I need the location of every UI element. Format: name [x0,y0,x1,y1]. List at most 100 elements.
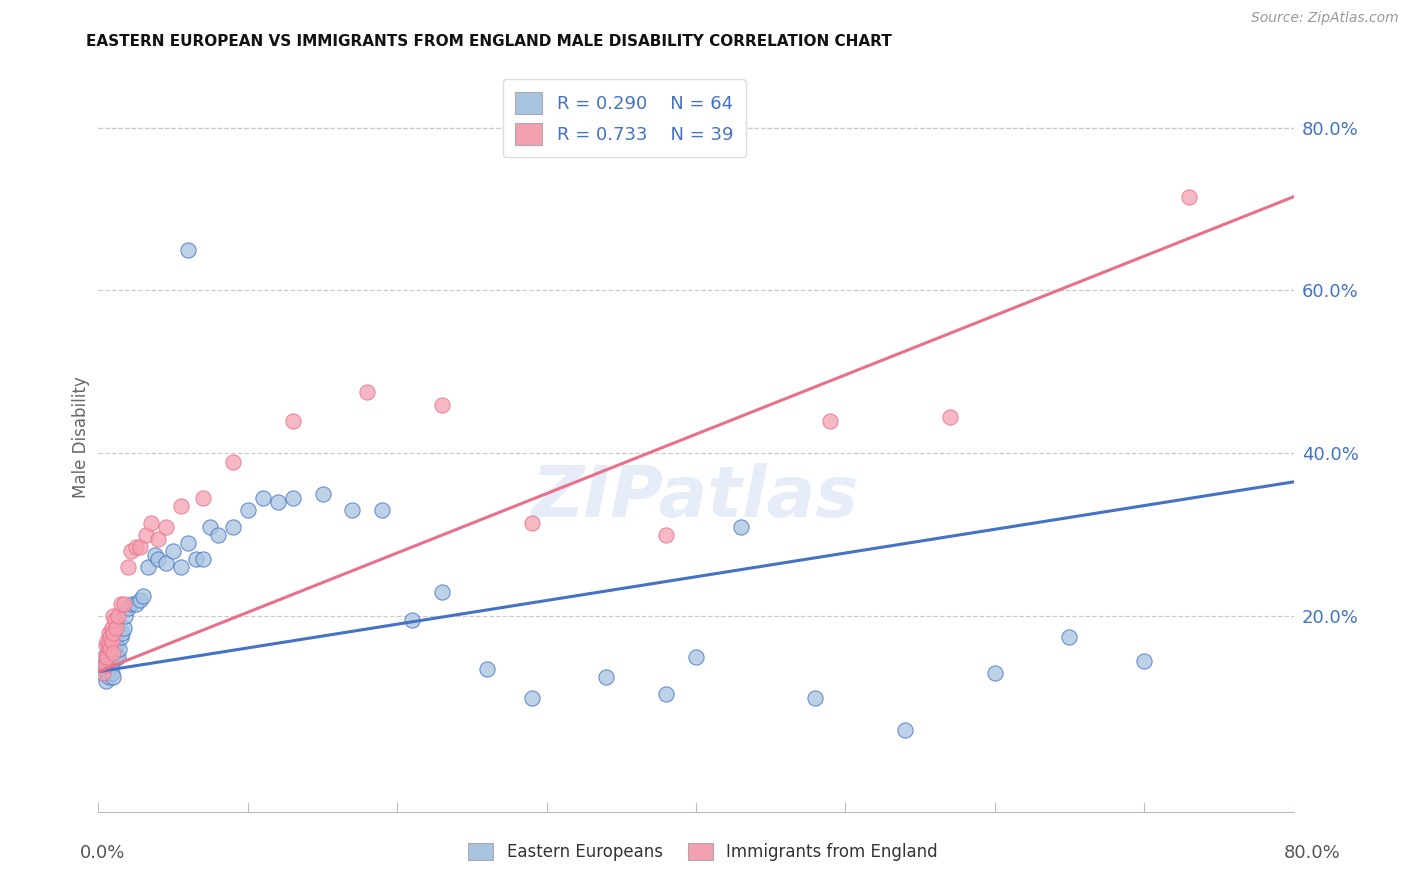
Point [177,243,200,257]
Point [148,552,170,566]
Point [96,650,118,665]
Point [101,666,124,681]
Point [430,397,453,411]
Legend: R = 0.290    N = 64, R = 0.733    N = 39: R = 0.290 N = 64, R = 0.733 N = 39 [502,79,747,157]
Point [655,528,678,542]
Text: EASTERN EUROPEAN VS IMMIGRANTS FROM ENGLAND MALE DISABILITY CORRELATION CHART: EASTERN EUROPEAN VS IMMIGRANTS FROM ENGL… [87,34,893,49]
Point [98,630,122,644]
Text: ZIPatlas: ZIPatlas [533,463,859,532]
Point [894,723,917,738]
Point [342,503,364,517]
Point [103,654,125,668]
Point [94,674,117,689]
Text: 0.0%: 0.0% [80,844,125,862]
Point [96,633,118,648]
Point [136,560,159,574]
Point [103,609,125,624]
Point [371,503,394,517]
Point [97,625,120,640]
Point [595,670,617,684]
Point [267,495,290,509]
Point [207,528,229,542]
Point [191,552,214,566]
Point [108,641,131,656]
Point [155,519,177,533]
Point [281,491,304,505]
Point [132,589,155,603]
Point [191,491,214,505]
Text: 80.0%: 80.0% [1284,844,1340,862]
Point [520,690,543,705]
Point [655,687,678,701]
Point [114,609,136,624]
Point [112,597,135,611]
Point [104,613,127,627]
Point [129,540,152,554]
Point [98,646,122,660]
Point [93,650,115,665]
Point [110,597,132,611]
Point [107,609,129,624]
Legend: Eastern Europeans, Immigrants from England: Eastern Europeans, Immigrants from Engla… [461,836,945,868]
Point [97,638,120,652]
Text: Source: ZipAtlas.com: Source: ZipAtlas.com [1251,12,1399,25]
Point [155,557,177,571]
Point [112,622,135,636]
Point [111,625,134,640]
Point [107,650,129,665]
Y-axis label: Male Disability: Male Disability [72,376,90,498]
Point [117,601,139,615]
Point [730,519,752,533]
Point [430,584,453,599]
Point [252,491,274,505]
Point [94,638,117,652]
Point [125,540,148,554]
Point [103,638,125,652]
Point [101,622,124,636]
Point [96,646,118,660]
Point [91,666,114,681]
Point [984,666,1007,681]
Point [1059,630,1081,644]
Point [120,544,142,558]
Point [91,666,114,681]
Point [98,654,122,668]
Point [94,650,117,665]
Point [1133,654,1156,668]
Point [236,503,259,517]
Point [162,544,184,558]
Point [1178,190,1201,204]
Point [685,650,707,665]
Point [281,414,304,428]
Point [143,548,166,562]
Point [129,593,152,607]
Point [135,528,157,542]
Point [804,690,827,705]
Point [97,658,120,673]
Point [520,516,543,530]
Point [103,670,125,684]
Point [105,638,128,652]
Point [169,560,191,574]
Point [184,552,207,566]
Point [139,516,162,530]
Point [110,630,132,644]
Point [96,666,118,681]
Point [94,658,117,673]
Point [103,625,125,640]
Point [117,560,139,574]
Point [222,454,245,468]
Point [104,646,127,660]
Point [97,641,120,656]
Point [105,622,128,636]
Point [820,414,842,428]
Point [200,519,222,533]
Point [98,641,122,656]
Point [104,633,127,648]
Point [475,662,498,676]
Point [93,658,115,673]
Point [120,597,142,611]
Point [401,613,423,627]
Point [148,532,170,546]
Point [125,597,148,611]
